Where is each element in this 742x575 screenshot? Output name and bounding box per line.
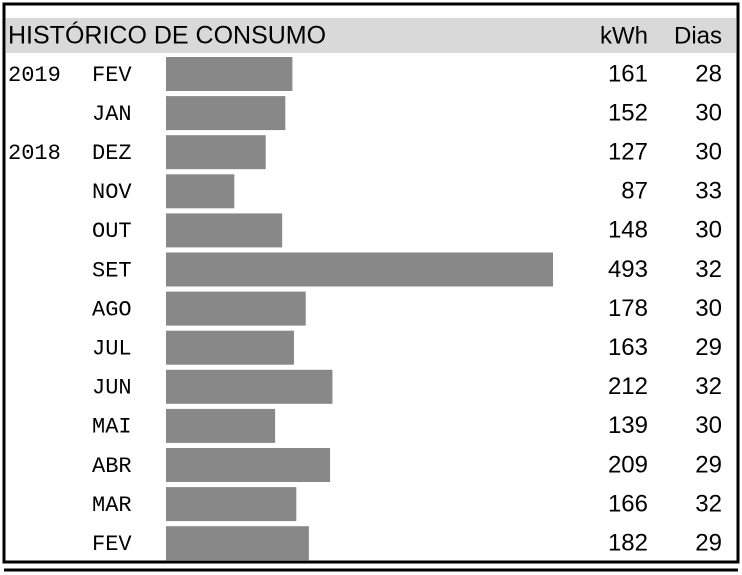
bar xyxy=(166,57,293,91)
days-value: 29 xyxy=(695,451,722,478)
kwh-value: 148 xyxy=(608,217,648,244)
month-label: ABR xyxy=(92,454,132,479)
days-value: 29 xyxy=(695,530,722,557)
month-label: FEV xyxy=(92,532,132,557)
bar xyxy=(166,526,309,561)
kwh-value: 166 xyxy=(608,490,648,517)
days-value: 30 xyxy=(695,412,722,439)
month-label: JUL xyxy=(92,337,132,362)
kwh-value: 209 xyxy=(608,451,648,478)
days-value: 30 xyxy=(695,295,722,322)
days-value: 32 xyxy=(695,373,722,400)
days-value: 32 xyxy=(695,256,722,283)
kwh-value: 152 xyxy=(608,99,648,126)
days-value: 33 xyxy=(695,178,722,205)
month-label: OUT xyxy=(92,219,132,244)
frame xyxy=(2,2,740,564)
bar xyxy=(166,369,333,404)
kwh-value: 127 xyxy=(608,139,648,166)
kwh-value: 161 xyxy=(608,60,648,87)
month-label: JAN xyxy=(92,102,132,127)
kwh-value: 163 xyxy=(608,334,648,361)
column-header: Dias xyxy=(674,22,722,49)
bar xyxy=(166,252,553,287)
kwh-value: 212 xyxy=(608,373,648,400)
days-value: 28 xyxy=(695,60,722,87)
kwh-value: 493 xyxy=(608,256,648,283)
column-header: kWh xyxy=(600,22,648,49)
month-label: SET xyxy=(92,258,132,283)
days-value: 29 xyxy=(695,334,722,361)
month-label: FEV xyxy=(92,63,132,88)
kwh-value: 139 xyxy=(608,412,648,439)
bar xyxy=(166,487,297,522)
header-band xyxy=(6,18,736,53)
year-label: 2019 xyxy=(8,63,61,88)
year-label: 2018 xyxy=(8,141,61,166)
month-label: MAR xyxy=(92,493,132,518)
month-label: NOV xyxy=(92,180,132,205)
chart-title: HISTÓRICO DE CONSUMO xyxy=(8,21,326,50)
month-label: MAI xyxy=(92,415,132,440)
bar xyxy=(166,448,331,482)
bar xyxy=(166,174,235,209)
bar xyxy=(166,291,306,326)
month-label: AGO xyxy=(92,297,132,322)
month-label: JUN xyxy=(92,376,132,401)
month-label: DEZ xyxy=(92,141,132,166)
days-value: 30 xyxy=(695,217,722,244)
bar xyxy=(166,213,283,248)
days-value: 30 xyxy=(695,99,722,126)
bar xyxy=(166,96,286,131)
bar xyxy=(166,330,294,365)
days-value: 32 xyxy=(695,490,722,517)
days-value: 30 xyxy=(695,139,722,166)
kwh-value: 87 xyxy=(621,178,648,205)
kwh-value: 178 xyxy=(608,295,648,322)
kwh-value: 182 xyxy=(608,530,648,557)
bar xyxy=(166,408,276,443)
bar xyxy=(166,135,266,170)
